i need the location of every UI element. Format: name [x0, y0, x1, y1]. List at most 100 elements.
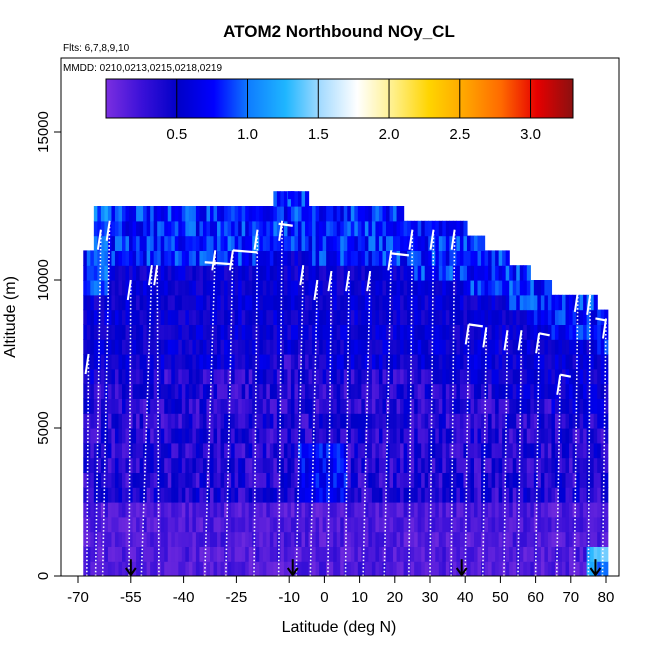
heatmap-cell: [547, 487, 553, 503]
heatmap-cell: [428, 354, 433, 370]
heatmap-cell: [445, 250, 450, 266]
heatmap-cell: [474, 294, 479, 311]
flight-plateau: [560, 373, 572, 378]
heatmap-cell: [206, 502, 211, 518]
heatmap-cell: [114, 413, 120, 429]
heatmap-cell: [83, 442, 88, 459]
heatmap-cell: [371, 324, 377, 340]
heatmap-cell: [445, 368, 450, 385]
heatmap-cell: [484, 354, 489, 370]
heatmap-cell: [143, 250, 148, 266]
heatmap-cell: [407, 280, 412, 296]
heatmap-cell: [340, 428, 345, 444]
heatmap-cell: [452, 324, 457, 340]
heatmap-cell: [298, 487, 303, 503]
heatmap-cell: [491, 546, 496, 562]
heatmap-cell: [516, 546, 521, 562]
heatmap-cell: [333, 442, 338, 459]
heatmap-cell: [364, 457, 369, 473]
heatmap-cell: [421, 561, 426, 576]
heatmap-cell: [400, 368, 405, 385]
heatmap-cell: [157, 235, 162, 251]
heatmap-cell: [114, 354, 120, 370]
heatmap-cell: [146, 472, 151, 488]
heatmap-cell: [523, 368, 528, 385]
heatmap-cell: [424, 309, 429, 325]
heatmap-cell: [530, 516, 535, 533]
heatmap-cell: [185, 309, 190, 325]
x-tick-label: -70: [67, 589, 89, 606]
heatmap-cell: [83, 398, 88, 414]
heatmap-cell: [540, 502, 545, 518]
heatmap-cell: [565, 339, 570, 355]
heatmap-cell: [593, 368, 598, 385]
heatmap-cell: [167, 457, 172, 473]
heatmap-cell: [181, 339, 186, 355]
heatmap-cell: [459, 220, 465, 237]
heatmap-cell: [509, 324, 514, 340]
flight-profile-top: [482, 327, 488, 348]
heatmap-cell: [470, 531, 475, 547]
heatmap-cell: [231, 220, 236, 237]
heatmap-cell: [340, 457, 345, 473]
heatmap-cell: [280, 502, 285, 518]
heatmap-cell: [86, 516, 91, 533]
heatmap-cell: [368, 546, 373, 562]
heatmap-cell: [495, 383, 500, 399]
heatmap-cell: [181, 398, 186, 414]
heatmap-cell: [357, 368, 362, 385]
heatmap-cell: [533, 324, 538, 340]
heatmap-cell: [178, 383, 183, 399]
heatmap-cell: [100, 324, 105, 340]
heatmap-cell: [118, 413, 123, 429]
heatmap-cell: [350, 265, 355, 281]
heatmap-cell: [604, 561, 609, 576]
heatmap-cell: [319, 398, 324, 414]
heatmap-cell: [238, 531, 243, 547]
heatmap-cell: [544, 398, 549, 414]
heatmap-cell: [533, 339, 538, 355]
heatmap-cell: [375, 280, 380, 296]
heatmap-cell: [93, 546, 98, 562]
heatmap-cell: [290, 368, 296, 385]
heatmap-cell: [125, 516, 130, 533]
heatmap-cell: [477, 383, 482, 399]
heatmap-cell: [150, 206, 155, 222]
heatmap-cell: [315, 368, 320, 385]
heatmap-cell: [583, 324, 588, 340]
heatmap-cell: [97, 413, 102, 429]
heatmap-cell: [600, 309, 605, 325]
heatmap-cell: [160, 442, 165, 459]
heatmap-cell: [551, 442, 556, 459]
heatmap-cell: [340, 250, 345, 266]
heatmap-cell: [245, 531, 250, 547]
heatmap-cell: [558, 457, 563, 473]
heatmap-cell: [481, 354, 486, 370]
heatmap-cell: [276, 472, 281, 488]
heatmap-cell: [438, 324, 443, 340]
heatmap-cell: [368, 516, 373, 533]
heatmap-cell: [361, 250, 366, 266]
heatmap-cell: [474, 368, 479, 385]
heatmap-cell: [597, 516, 602, 533]
heatmap-cell: [350, 280, 355, 296]
heatmap-cell: [438, 472, 443, 488]
heatmap-cell: [93, 220, 98, 237]
heatmap-cell: [364, 265, 369, 281]
heatmap-cell: [322, 531, 327, 547]
heatmap-cell: [315, 294, 320, 311]
heatmap-cell: [259, 324, 264, 340]
heatmap-cell: [146, 368, 151, 385]
heatmap-cell: [217, 546, 222, 562]
heatmap-cell: [283, 546, 289, 562]
heatmap-cell: [449, 442, 454, 459]
heatmap-cell: [393, 220, 398, 237]
heatmap-cell: [294, 354, 299, 370]
heatmap-cell: [245, 206, 250, 222]
heatmap-cell: [129, 339, 134, 355]
heatmap-cell: [252, 339, 257, 355]
heatmap-cell: [326, 428, 331, 444]
heatmap-cell: [171, 324, 176, 340]
heatmap-cell: [185, 457, 190, 473]
heatmap-cell: [308, 250, 313, 266]
